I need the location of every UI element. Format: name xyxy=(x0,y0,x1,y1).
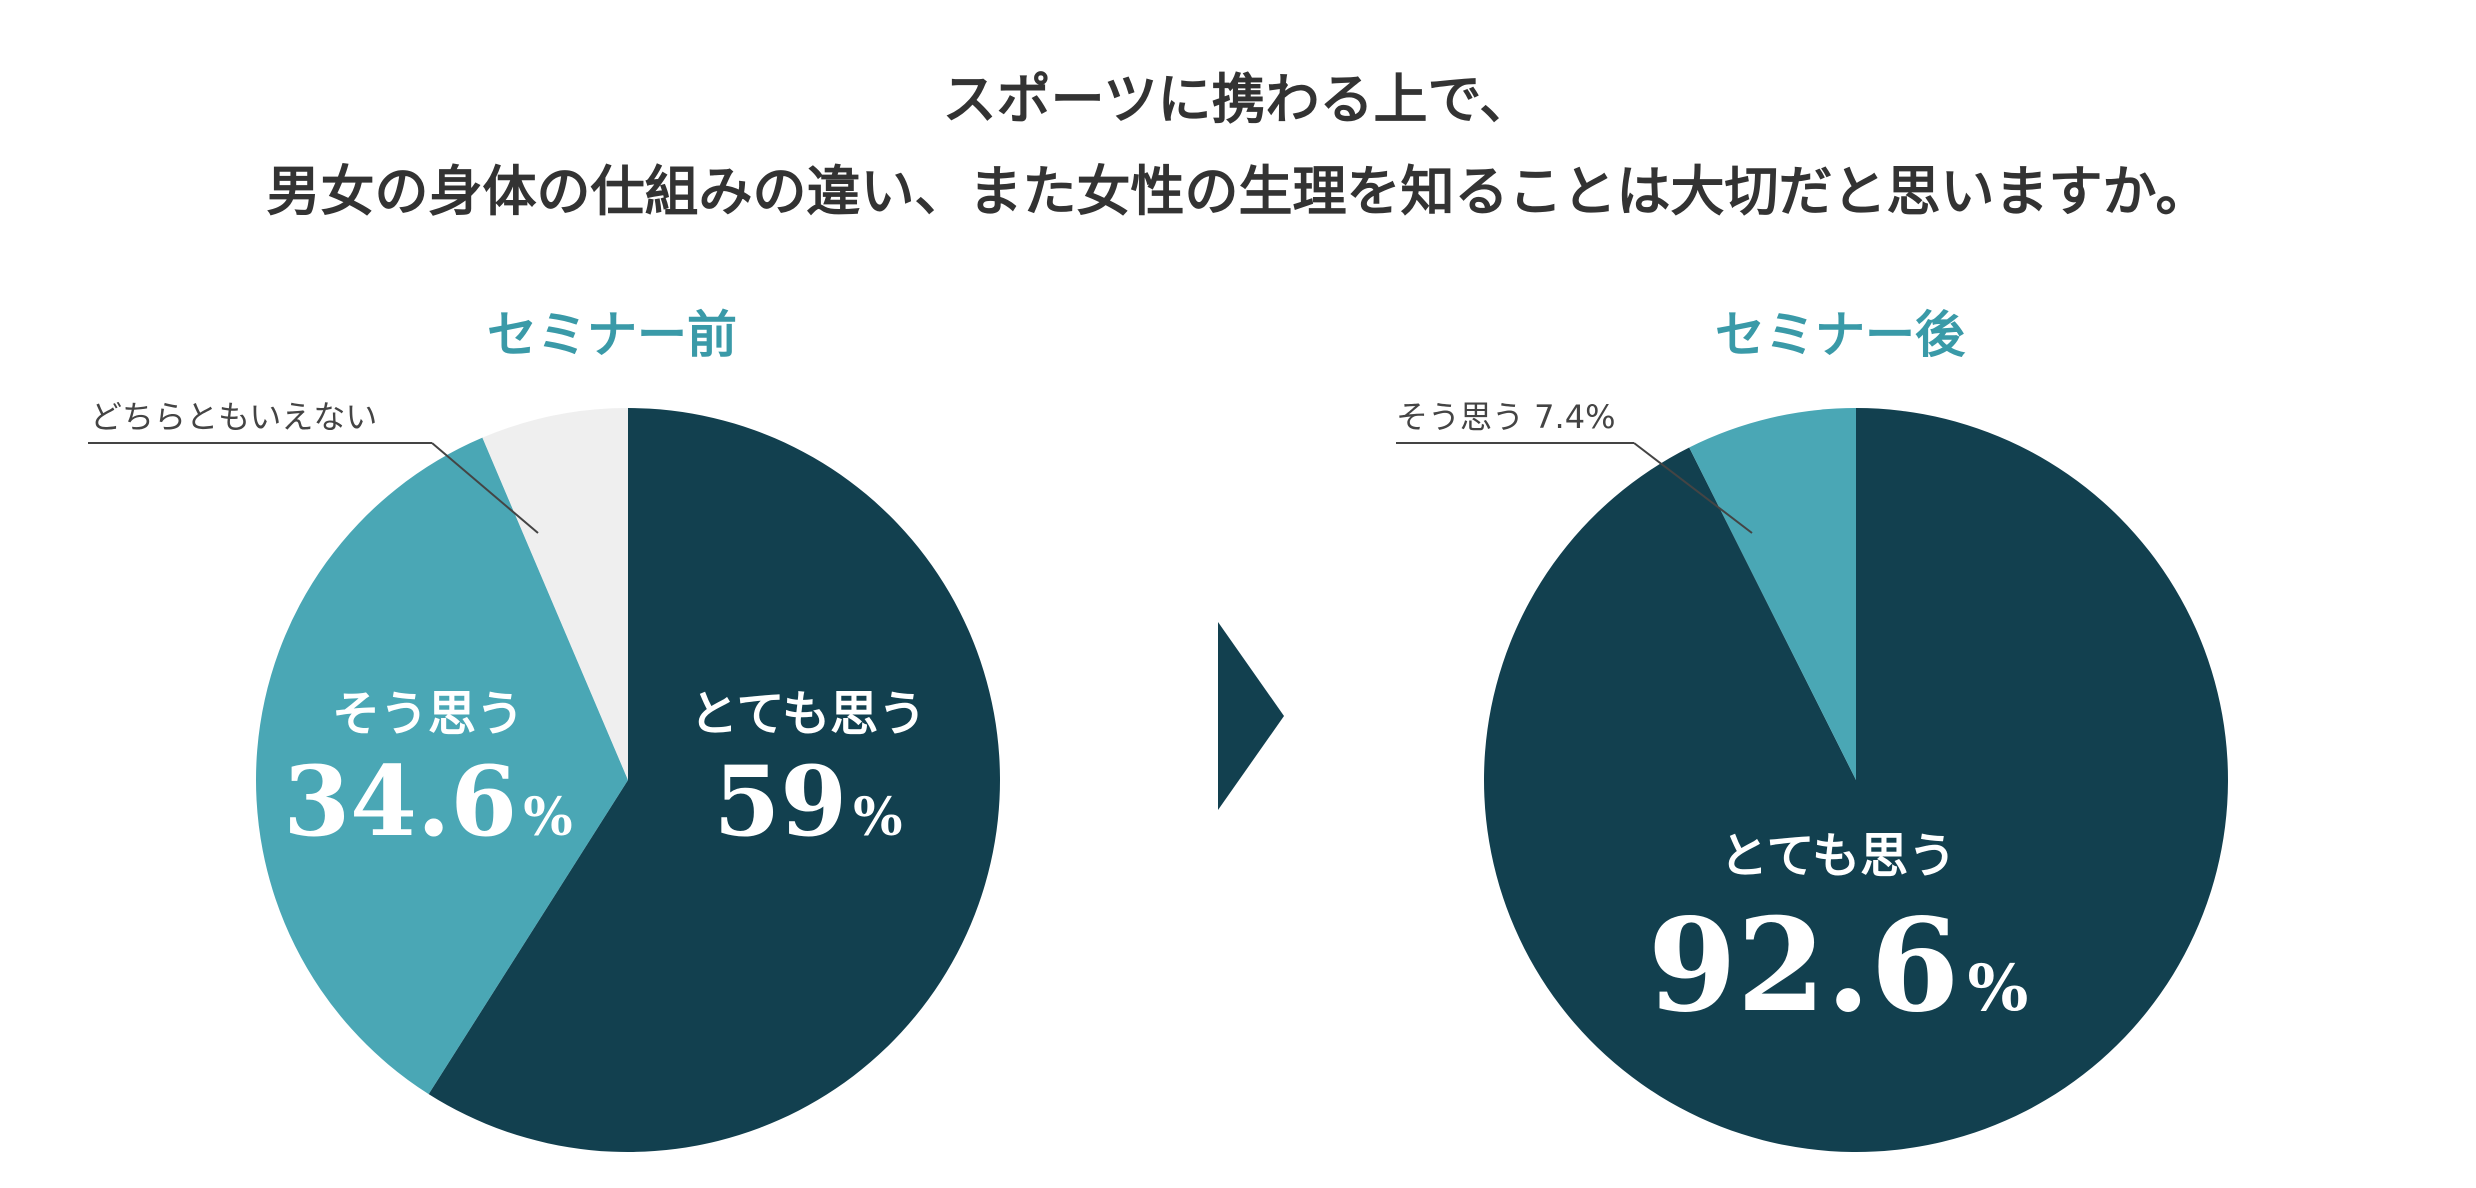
slice-value-strongly-agree-before: 59% xyxy=(713,745,902,858)
slice-value-number: 59 xyxy=(713,745,847,858)
callout-label-neutral: どちらともいえない xyxy=(90,398,377,436)
right-triangle-icon xyxy=(1218,622,1284,810)
chart-title-after: セミナー後 xyxy=(1715,306,1966,364)
slice-value-unit: % xyxy=(853,787,902,848)
pie-slice-1 xyxy=(1689,408,1856,780)
slice-label-strongly-agree-before: とても思う xyxy=(690,686,926,742)
slice-value-number: 92.6 xyxy=(1648,891,1960,1041)
pie-slice-1 xyxy=(256,437,628,1095)
slice-label-strongly-agree-after: とても思う xyxy=(1720,828,1956,884)
slice-value-unit: % xyxy=(523,787,572,848)
pie-chart-after xyxy=(1484,408,2228,1152)
slice-label-agree-before: そう思う xyxy=(332,686,524,742)
callout-pointer-line-before xyxy=(431,442,539,534)
slice-value-strongly-agree-after: 92.6% xyxy=(1648,891,2029,1041)
callout-pointer-line-after xyxy=(1633,442,1753,534)
callout-label-agree-after: そう思う 7.4% xyxy=(1396,398,1615,436)
slice-value-unit: % xyxy=(1967,951,2028,1026)
slice-value-agree-before: 34.6% xyxy=(283,745,572,858)
pie-slice-0 xyxy=(428,408,1000,1152)
slice-value-number: 34.6 xyxy=(283,745,517,858)
chart-title-before: セミナー前 xyxy=(487,306,737,364)
page-title-line-2: 男女の身体の仕組みの違い、また女性の生理を知ることは大切だと思いますか。 xyxy=(267,160,2210,223)
pie-slice-2 xyxy=(482,408,628,780)
pie-chart-before xyxy=(256,408,1000,1152)
page-title-line-1: スポーツに携わる上で、 xyxy=(943,68,1534,131)
